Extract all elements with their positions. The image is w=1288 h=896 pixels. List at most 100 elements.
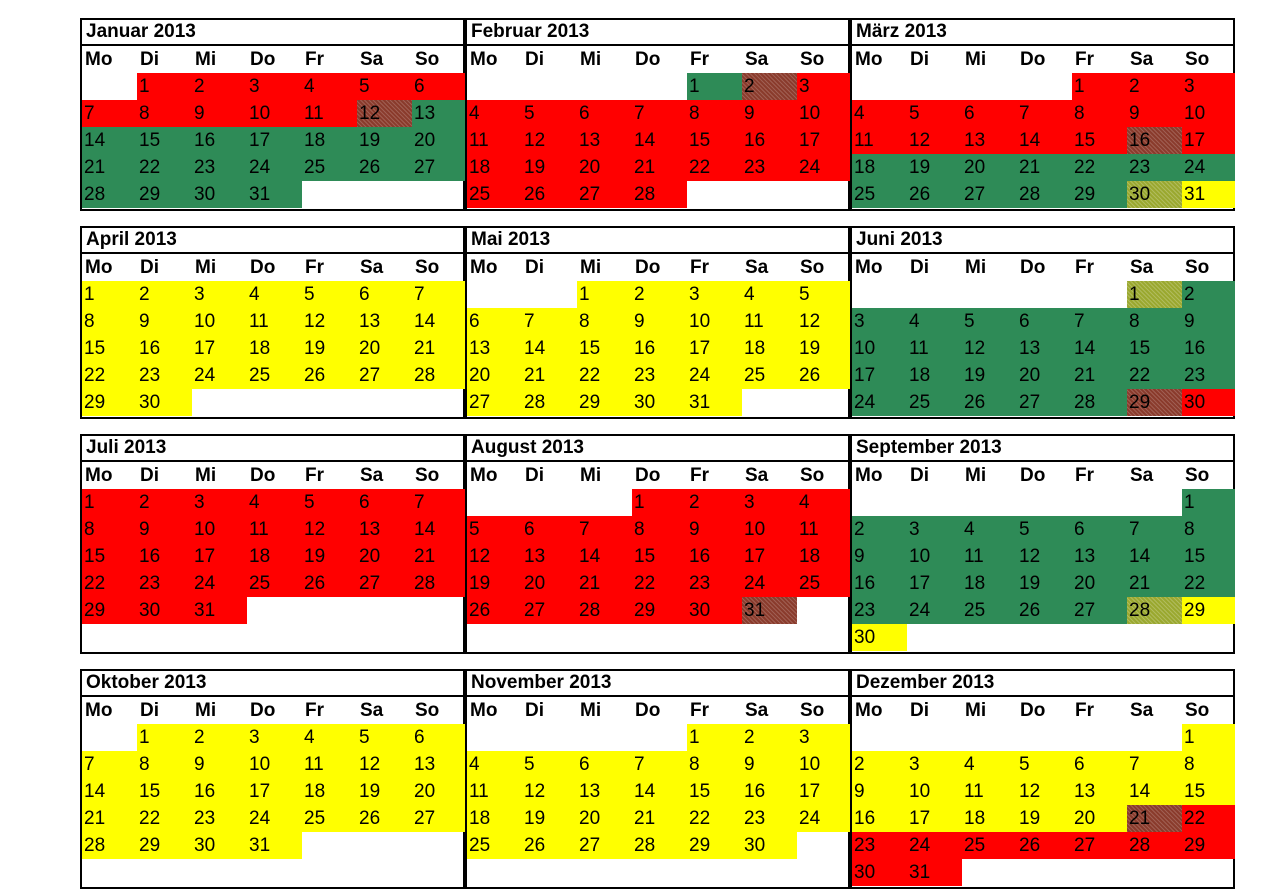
day-number: 2	[194, 76, 205, 97]
day-cell: 6	[577, 100, 632, 127]
day-cell: 13	[1017, 335, 1072, 362]
day-cell: 27	[412, 805, 465, 832]
day-cell: 10	[247, 100, 302, 127]
weekday-header: Do	[635, 49, 661, 70]
day-number: 3	[799, 727, 810, 748]
day-cell: 1	[1182, 724, 1235, 751]
weekday-header: Mi	[580, 700, 602, 721]
day-cell: 10	[797, 100, 850, 127]
day-number: 26	[1019, 600, 1041, 621]
day-number: 21	[634, 808, 656, 829]
day-number: 16	[1184, 338, 1206, 359]
day-number: 28	[1129, 600, 1151, 621]
day-cell: 12	[962, 335, 1017, 362]
day-number: 14	[579, 546, 601, 567]
day-cell: 4	[797, 489, 850, 516]
day-cell: 15	[687, 778, 742, 805]
day-number: 26	[359, 808, 381, 829]
day-number: 15	[1184, 546, 1206, 567]
day-cell: 24	[742, 570, 797, 597]
day-cell: 10	[1182, 100, 1235, 127]
day-number: 23	[744, 157, 766, 178]
day-cell: 3	[247, 724, 302, 751]
day-cell: 16	[137, 543, 192, 570]
day-number: 9	[1184, 311, 1195, 332]
day-number: 17	[194, 546, 216, 567]
day-number: 30	[139, 600, 161, 621]
weekday-header: Sa	[745, 257, 769, 278]
day-number: 21	[84, 157, 106, 178]
day-cell: 21	[412, 543, 465, 570]
month-10: Oktober 2013 Mo Di Mi Do Fr Sa So 1 2 3 4 5 6 7 8 9 10 11 1…	[80, 669, 465, 889]
day-number: 3	[194, 492, 205, 513]
weekday-header: Do	[250, 465, 276, 486]
day-cell: 22	[1127, 362, 1182, 389]
day-cell: 18	[962, 570, 1017, 597]
day-cell: 11	[247, 516, 302, 543]
day-cell: 6	[577, 751, 632, 778]
day-number: 30	[1129, 184, 1151, 205]
day-number: 31	[689, 392, 711, 413]
day-number: 25	[909, 392, 931, 413]
day-number: 9	[854, 546, 865, 567]
day-number: 4	[909, 311, 920, 332]
day-cell: 8	[137, 100, 192, 127]
day-cell: 22	[632, 570, 687, 597]
weekday-header: Sa	[360, 465, 384, 486]
day-cell: 28	[632, 832, 687, 859]
day-cell: 22	[1182, 805, 1235, 832]
day-number: 14	[1129, 781, 1151, 802]
day-number: 29	[84, 392, 106, 413]
weekday-header: Sa	[745, 465, 769, 486]
month-title: Juni 2013	[852, 228, 1233, 254]
day-cell: 2	[852, 516, 907, 543]
weekday-header: Mi	[965, 465, 987, 486]
day-number: 9	[194, 103, 205, 124]
day-number: 13	[414, 103, 436, 124]
day-number: 1	[634, 492, 645, 513]
day-number: 24	[1184, 157, 1206, 178]
day-number: 10	[909, 781, 931, 802]
day-cell: 20	[962, 154, 1017, 181]
day-number: 14	[414, 519, 436, 540]
day-cell: 25	[247, 570, 302, 597]
day-cell: 21	[522, 362, 577, 389]
day-number: 16	[194, 781, 216, 802]
day-cell: 16	[1127, 127, 1182, 154]
day-number: 7	[84, 103, 95, 124]
weekday-header: Do	[250, 257, 276, 278]
weekday-header: Mi	[580, 465, 602, 486]
day-number: 6	[1074, 754, 1085, 775]
day-number: 1	[84, 492, 95, 513]
day-number: 11	[469, 130, 489, 151]
day-number: 23	[854, 600, 876, 621]
weekday-header: So	[415, 465, 440, 486]
day-number: 19	[799, 338, 821, 359]
day-number: 13	[964, 130, 986, 151]
day-number: 18	[964, 808, 986, 829]
day-cell: 7	[82, 100, 137, 127]
day-number: 22	[689, 157, 711, 178]
day-number: 20	[579, 157, 601, 178]
day-number: 7	[414, 492, 425, 513]
day-number: 23	[194, 808, 216, 829]
day-number: 25	[304, 808, 326, 829]
day-cell: 13	[1072, 778, 1127, 805]
day-cell: 12	[522, 778, 577, 805]
weekday-header: Sa	[360, 257, 384, 278]
day-cell: 5	[302, 281, 357, 308]
day-cell: 29	[137, 181, 192, 208]
month-1: Januar 2013 Mo Di Mi Do Fr Sa So 1 2 3 4 5 6 7 8 9 10 11 12…	[80, 18, 465, 211]
weekday-header: Sa	[360, 700, 384, 721]
day-number: 21	[634, 157, 656, 178]
day-number: 31	[249, 835, 271, 856]
day-number: 3	[799, 76, 810, 97]
day-cell: 19	[962, 362, 1017, 389]
day-number: 9	[689, 519, 700, 540]
day-number: 24	[799, 808, 821, 829]
day-number: 27	[1074, 600, 1096, 621]
day-number: 28	[1074, 392, 1096, 413]
weekday-header: So	[800, 49, 825, 70]
day-number: 21	[1129, 808, 1151, 829]
weekday-header: Do	[1020, 49, 1046, 70]
